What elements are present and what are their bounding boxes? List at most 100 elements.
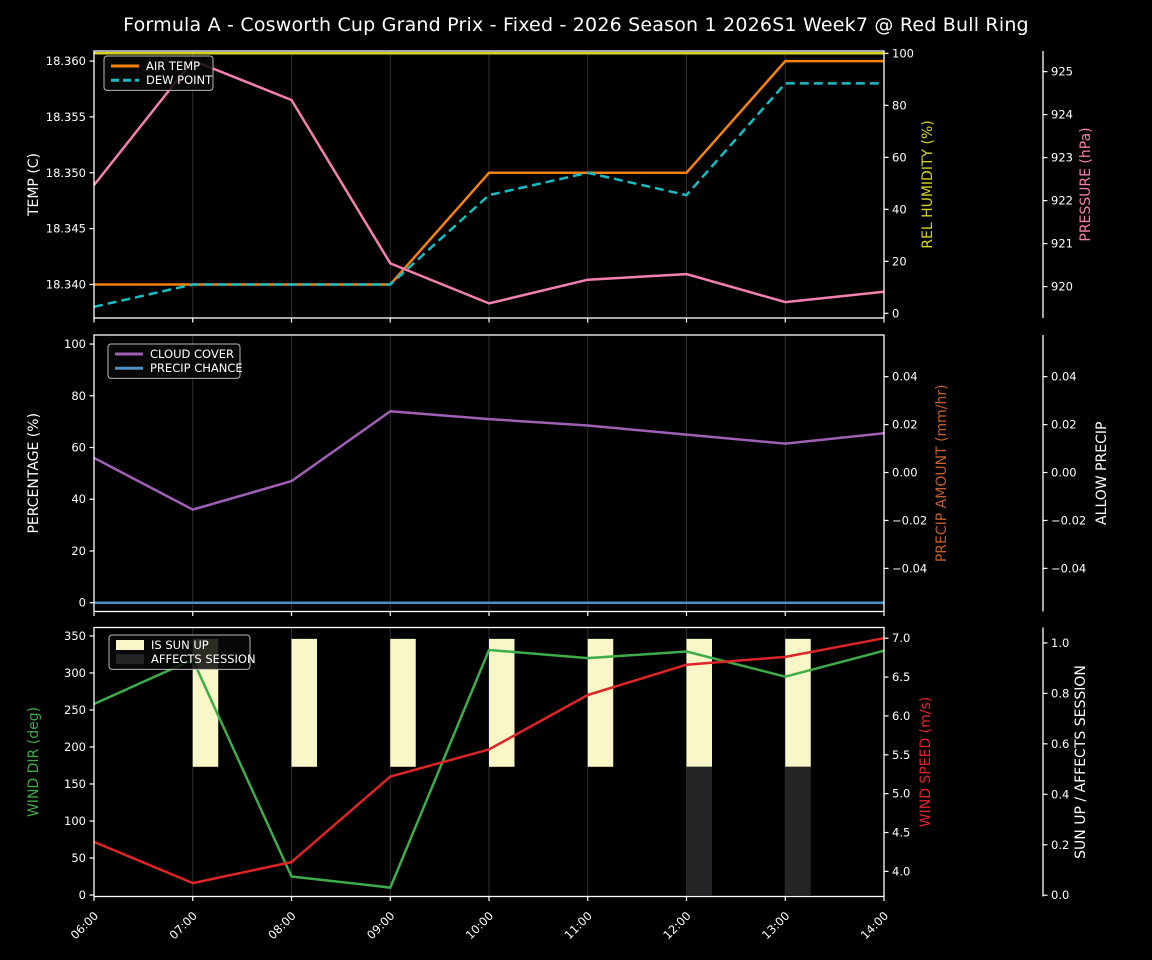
is-sun-up-swatch <box>116 640 144 650</box>
tick-label: 0.00 <box>1051 466 1077 480</box>
tick-label: 80 <box>892 98 907 112</box>
tick-label: 350 <box>64 629 86 643</box>
tick-label: 0 <box>79 888 86 902</box>
tick-label: 80 <box>71 389 86 403</box>
tick-label: 0.8 <box>1051 686 1069 700</box>
tick-label: 60 <box>892 150 907 164</box>
wind-panel: 0 50 100 150 200 250 300 350 WIND DIR (deg) 4.0 4.… <box>26 626 1089 902</box>
temp-c-axis-label: TEMP (C) <box>26 153 42 217</box>
tick-label: −0.02 <box>892 513 927 527</box>
tick-label: 250 <box>64 703 86 717</box>
affects-session-bar <box>785 766 811 896</box>
tick-label: 920 <box>1051 280 1073 294</box>
tick-label: 0.04 <box>1051 370 1077 384</box>
tick-label: 0.0 <box>1051 888 1069 902</box>
x-axis-labels: 06:00 07:00 08:00 09:00 10:00 11:00 12:00 13:00… <box>68 909 891 942</box>
tick-label: −0.02 <box>1051 513 1086 527</box>
x-tick-label: 12:00 <box>660 909 693 942</box>
tick-label: 40 <box>71 492 86 506</box>
tick-label: 923 <box>1051 151 1073 165</box>
tick-label: 0.6 <box>1051 737 1069 751</box>
wind-speed-line <box>93 636 885 885</box>
chart-title: Formula A - Cosworth Cup Grand Prix - Fi… <box>123 14 1029 36</box>
tick-label: 18.345 <box>46 222 86 236</box>
tick-label: 18.360 <box>46 54 86 68</box>
tick-label: 200 <box>64 740 86 754</box>
temperature-panel: 18.340 18.345 18.350 18.355 18.360 TEMP (C) 0 2… <box>26 46 1094 323</box>
tick-label: 18.355 <box>46 110 86 124</box>
tick-label: 7.0 <box>892 631 910 645</box>
wind-dir-deg-axis-label: WIND DIR (deg) <box>26 707 42 817</box>
tick-label: 5.5 <box>892 748 910 762</box>
affects-session-swatch <box>116 654 144 665</box>
x-tick-label: 14:00 <box>858 909 891 942</box>
x-tick-label: 09:00 <box>364 909 397 942</box>
legend-label: AFFECTS SESSION <box>151 652 256 666</box>
legend-label: DEW POINT <box>146 73 213 87</box>
tick-label: 925 <box>1051 65 1073 79</box>
tick-label: 40 <box>892 202 907 216</box>
sun-up-affects-session-axis-label: SUN UP / AFFECTS SESSION <box>1073 665 1089 859</box>
tick-label: 100 <box>64 814 86 828</box>
tick-label: 0 <box>892 306 899 320</box>
tick-label: 6.5 <box>892 670 910 684</box>
legend-label: CLOUD COVER <box>150 347 234 361</box>
tick-label: 6.0 <box>892 709 910 723</box>
x-tick-label: 10:00 <box>463 909 496 942</box>
tick-label: 150 <box>64 777 86 791</box>
tick-label: 20 <box>71 544 86 558</box>
tick-label: 18.340 <box>46 277 86 291</box>
is-sun-up-bar <box>587 638 614 767</box>
x-tick-label: 13:00 <box>759 909 792 942</box>
tick-label: 0.04 <box>892 370 918 384</box>
wind-speed-m-s-axis-label: WIND SPEED (m/s) <box>918 697 934 828</box>
tick-label: 0.02 <box>1051 418 1077 432</box>
tick-label: 300 <box>64 666 86 680</box>
allow-precip-axis-label: ALLOW PRECIP <box>1094 422 1110 525</box>
tick-label: 1.0 <box>1051 636 1069 650</box>
is-sun-up-bar <box>291 638 317 767</box>
precipitation-panel: 0 20 40 60 80 100 PERCENTAGE (%) 0.04 0.02 0.00 −0… <box>26 334 1110 616</box>
tick-label: 0.02 <box>892 418 918 432</box>
tick-label: 0.4 <box>1051 787 1069 801</box>
tick-label: −0.04 <box>1051 561 1086 575</box>
affects-session-bar <box>686 766 712 896</box>
x-tick-label: 08:00 <box>265 909 298 942</box>
tick-label: 4.5 <box>892 826 910 840</box>
legend-box <box>108 634 251 670</box>
x-tick-label: 07:00 <box>167 909 200 942</box>
legend-label: AIR TEMP <box>146 59 200 73</box>
tick-label: 50 <box>71 851 86 865</box>
tick-label: 20 <box>892 254 907 268</box>
is-sun-up-bar <box>686 638 712 767</box>
legend-label: PRECIP CHANCE <box>150 361 243 375</box>
tick-label: 0 <box>79 596 86 610</box>
is-sun-up-bar <box>489 638 515 767</box>
x-tick-label: 06:00 <box>68 909 101 942</box>
tick-label: 924 <box>1051 108 1073 122</box>
rel-humidity-axis-label: REL HUMIDITY (%) <box>920 120 936 249</box>
tick-label: 922 <box>1051 194 1073 208</box>
pressure-line <box>93 59 885 305</box>
cloud-cover-line <box>93 410 885 511</box>
tick-label: 921 <box>1051 237 1073 251</box>
is-sun-up-bar <box>390 638 416 767</box>
tick-label: 0.00 <box>892 466 918 480</box>
tick-label: −0.04 <box>892 561 927 575</box>
tick-label: 60 <box>71 441 86 455</box>
tick-label: 4.0 <box>892 864 910 878</box>
precip-amount-mm-hr-axis-label: PRECIP AMOUNT (mm/hr) <box>934 384 950 562</box>
tick-label: 100 <box>892 46 914 60</box>
x-tick-label: 11:00 <box>562 909 595 942</box>
tick-label: 5.0 <box>892 787 910 801</box>
tick-label: 0.2 <box>1051 838 1069 852</box>
wind-dir-line <box>93 648 885 889</box>
is-sun-up-bar <box>785 638 811 767</box>
legend-label: IS SUN UP <box>151 638 209 652</box>
percentage-axis-label: PERCENTAGE (%) <box>26 413 42 534</box>
